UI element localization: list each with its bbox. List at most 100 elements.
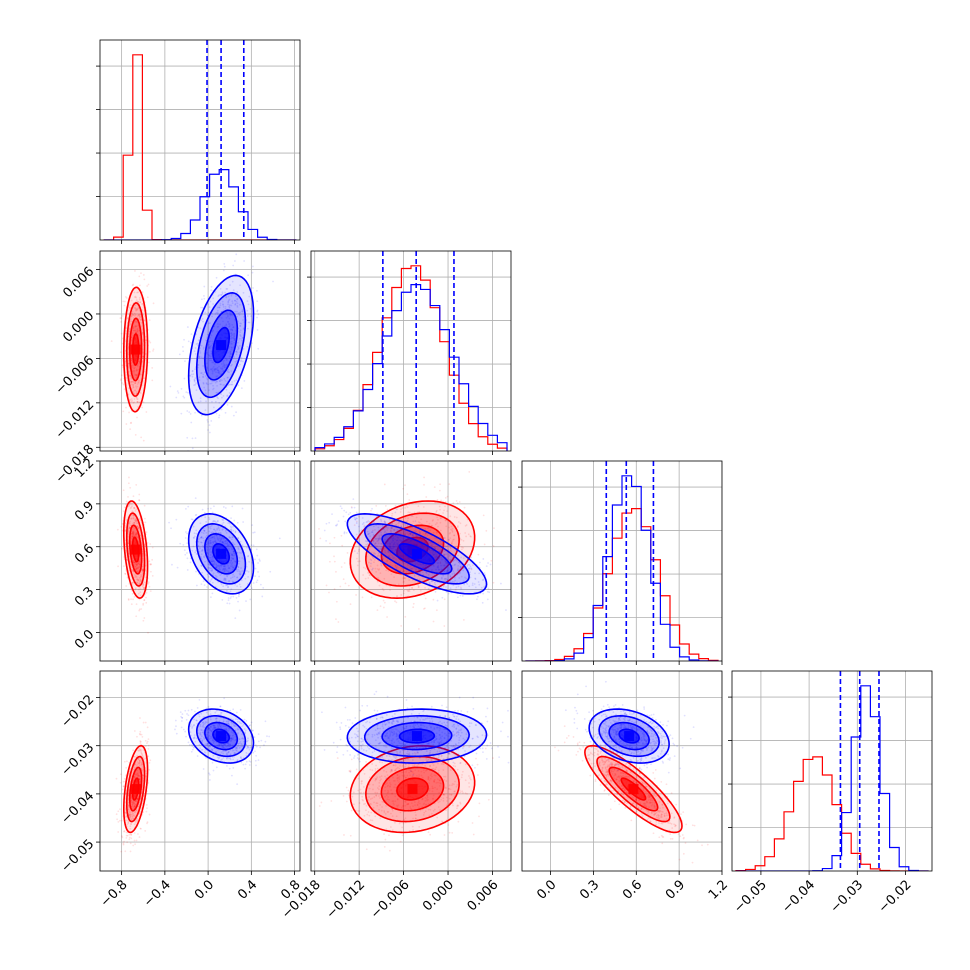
sample-point [223,565,225,567]
sample-point [225,542,227,545]
sample-point [129,813,132,816]
sample-point [437,561,440,564]
sample-point [242,328,245,331]
sample-point [142,619,145,622]
sample-point [168,521,170,524]
sample-point [436,555,438,558]
sample-point [131,531,134,534]
sample-point [404,577,407,580]
sample-point [333,588,336,590]
sample-point [131,801,134,804]
sample-point [139,578,142,581]
sample-point [205,377,208,379]
sample-point [184,537,187,539]
sample-point [211,568,214,571]
sample-point [398,521,401,524]
sample-point [400,525,403,528]
sample-point [225,589,228,592]
sample-point [197,540,200,543]
sample-point [394,564,397,567]
sample-point [402,581,405,584]
sample-point [134,565,137,568]
sample-point [132,313,135,316]
sample-point [407,557,410,559]
sample-point [141,763,144,766]
sample-point [235,353,238,356]
sample-point [218,414,221,417]
sample-point [120,835,123,838]
sample-point [445,570,448,573]
sample-point [445,525,448,528]
sample-point [137,313,140,316]
sample-point [211,560,214,563]
sample-point [343,532,346,535]
sample-point [132,532,135,535]
sample-point [133,561,136,564]
sample-point [230,526,233,529]
sample-point [203,511,206,514]
sample-point [390,547,393,550]
sample-point [358,560,361,563]
sample-point [237,345,239,348]
sample-point [439,521,442,524]
sample-point [454,579,457,582]
sample-point [122,785,125,788]
sample-point [217,371,220,374]
sample-point [229,597,232,600]
sample-point [222,537,225,540]
sample-point [212,542,215,545]
sample-point [133,766,136,769]
sample-point [213,368,216,371]
sample-point [151,575,154,577]
sample-point [237,346,240,349]
sample-point [231,553,233,555]
sample-point [241,557,244,559]
sample-point [238,562,240,565]
sample-point [131,532,134,535]
sample-point [355,511,358,514]
sample-point [235,350,237,353]
sample-point [136,820,138,822]
sample-point [216,369,219,371]
sample-point [216,330,219,333]
sample-point [131,532,134,535]
sample-point [363,525,366,528]
sample-point [244,577,247,580]
sample-point [152,348,155,351]
sample-point [378,537,381,540]
sample-point [194,377,197,380]
sample-point [460,548,463,551]
sample-point [187,391,189,394]
sample-point [458,572,461,575]
panel-frame [310,250,512,452]
sample-point [137,526,140,529]
sample-point [250,544,253,547]
sample-point [230,294,233,297]
sample-point [408,541,410,544]
sample-point [137,300,139,303]
sample-point [239,573,242,575]
sample-point [202,532,205,535]
sample-point [134,565,137,568]
sample-point [401,567,404,570]
sample-point [368,574,371,576]
sample-point [213,520,216,523]
sample-point [430,564,433,567]
sample-point [199,351,202,354]
sample-point [349,603,352,606]
sample-point [186,410,189,412]
sample-point [133,373,135,375]
sample-point [366,540,368,543]
sample-point [401,537,404,540]
sample-point [432,598,435,601]
sample-point [233,339,236,341]
sample-point [141,331,144,334]
sample-point [432,564,434,566]
sample-point [217,539,220,542]
sample-point [371,568,374,571]
sample-point [209,345,211,348]
sample-point [136,774,139,777]
sample-point [138,360,141,363]
sample-point [445,545,448,548]
sample-point [225,323,228,326]
